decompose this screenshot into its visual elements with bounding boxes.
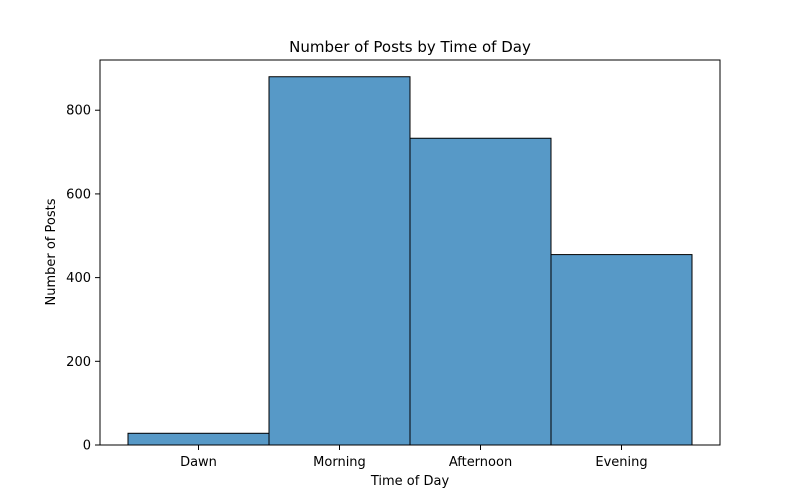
x-axis-ticks: Dawn Morning Afternoon Evening <box>180 445 648 470</box>
bar-dawn <box>127 432 270 446</box>
x-tick-label-morning: Morning <box>313 455 366 470</box>
y-axis-label: Number of Posts <box>44 198 59 305</box>
x-tick-label-evening: Evening <box>595 455 647 470</box>
y-tick-label: 200 <box>66 355 91 370</box>
bar-afternoon <box>409 137 552 446</box>
x-tick-label-afternoon: Afternoon <box>449 455 512 470</box>
x-axis-label: Time of Day <box>370 474 450 489</box>
x-tick-label-dawn: Dawn <box>180 455 217 470</box>
bars-group <box>127 76 693 446</box>
y-tick-label: 0 <box>83 439 91 454</box>
plot-frame <box>99 59 721 446</box>
y-axis-ticks: 0 200 400 600 800 <box>66 104 100 454</box>
y-tick-label: 600 <box>66 187 91 202</box>
chart-title: Number of Posts by Time of Day <box>289 38 531 56</box>
y-tick-label: 800 <box>66 104 91 119</box>
y-tick-label: 400 <box>66 271 91 286</box>
bar-evening <box>550 254 693 446</box>
bar-morning <box>268 76 411 446</box>
